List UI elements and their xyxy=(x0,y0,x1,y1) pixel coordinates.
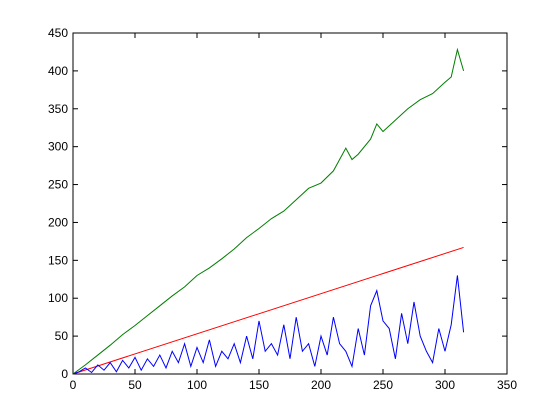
x-tick-label: 150 xyxy=(249,378,269,392)
series-line xyxy=(72,47,465,375)
x-tick-label: 50 xyxy=(128,378,142,392)
series-line xyxy=(72,246,464,375)
x-tick-label: 0 xyxy=(70,378,77,392)
y-tick-label: 250 xyxy=(48,178,68,192)
x-tick-label: 300 xyxy=(435,378,455,392)
y-tick-label: 400 xyxy=(48,64,68,78)
x-tick-label: 200 xyxy=(311,378,331,392)
y-tick-label: 350 xyxy=(48,102,68,116)
y-tick-label: 450 xyxy=(48,26,68,40)
y-tick-label: 0 xyxy=(61,367,68,381)
x-tick-label: 100 xyxy=(187,378,207,392)
y-tick-label: 150 xyxy=(48,253,68,267)
series-line xyxy=(72,275,465,375)
y-tick-label: 200 xyxy=(48,215,68,229)
y-tick-label: 100 xyxy=(48,291,68,305)
x-tick-label: 250 xyxy=(373,378,393,392)
y-tick-label: 300 xyxy=(48,140,68,154)
x-tick-label: 350 xyxy=(497,378,517,392)
y-tick-label: 50 xyxy=(55,329,69,343)
